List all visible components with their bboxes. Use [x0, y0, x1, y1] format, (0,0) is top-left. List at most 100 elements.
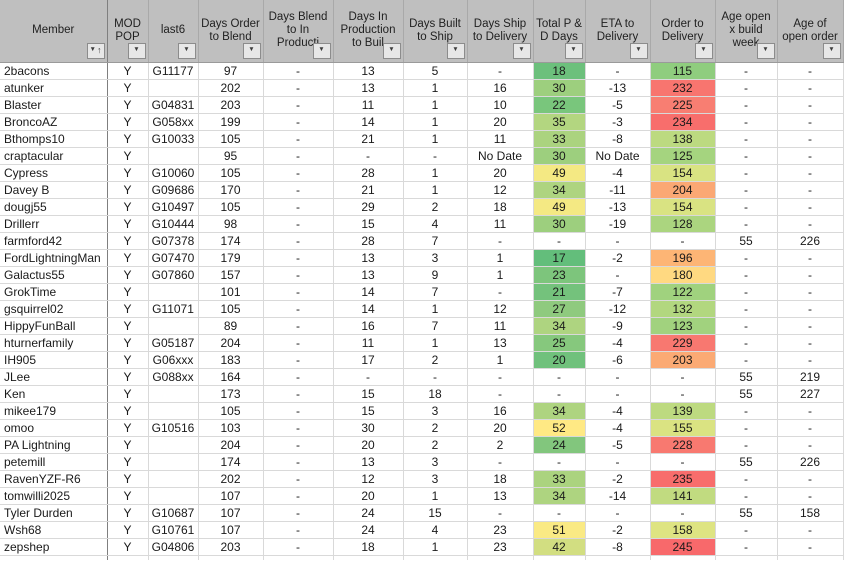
cell-order_to_delivery[interactable]: 235 [650, 470, 716, 488]
cell-member[interactable]: Blaster [0, 96, 108, 114]
cell-ship_to_delivery[interactable]: 20 [467, 113, 534, 131]
cell-eta_to_delivery[interactable]: -7 [585, 283, 651, 301]
cell-age_open_order[interactable]: - [777, 419, 844, 437]
cell-member[interactable]: BroncoAZ [0, 113, 108, 131]
cell-order_to_delivery[interactable]: 128 [650, 215, 716, 233]
cell-age_open_build_week[interactable]: - [715, 266, 778, 284]
cell-age_open_build_week[interactable]: - [715, 130, 778, 148]
cell-blend_to_in_production[interactable]: - [263, 96, 334, 114]
cell-age_open_order[interactable]: - [777, 487, 844, 505]
cell-order_to_blend[interactable]: 105 [198, 300, 264, 318]
cell-order_to_blend[interactable]: 204 [198, 436, 264, 454]
cell-last6[interactable]: G07470 [148, 249, 199, 267]
filter-dropdown-button-blend_to_in_production[interactable]: ▼ [312, 42, 331, 59]
cell-eta_to_delivery[interactable]: -9 [585, 317, 651, 335]
cell-member[interactable]: GrokTime [0, 283, 108, 301]
cell-age_open_build_week[interactable]: - [715, 334, 778, 352]
cell-age_open_order[interactable]: 219 [777, 368, 844, 386]
cell-last6[interactable]: G10516 [148, 419, 199, 437]
cell-blend_to_in_production[interactable]: - [263, 419, 334, 437]
cell-last6[interactable] [148, 436, 199, 454]
cell-total_pd_days[interactable]: - [533, 504, 586, 522]
cell-last6[interactable] [148, 453, 199, 471]
cell-ship_to_delivery[interactable]: 11 [467, 317, 534, 335]
cell-blend_to_in_production[interactable]: - [263, 164, 334, 182]
cell-ship_to_delivery[interactable]: 1 [467, 249, 534, 267]
cell-in_production_to_built[interactable]: 24 [333, 504, 404, 522]
cell-in_production_to_built[interactable]: 28 [333, 232, 404, 250]
cell-eta_to_delivery[interactable]: - [585, 368, 651, 386]
cell-ship_to_delivery[interactable]: 23 [467, 538, 534, 556]
cell-last6[interactable]: G10033 [148, 130, 199, 148]
filter-dropdown-button-in_production_to_built[interactable]: ▼ [382, 42, 401, 59]
cell-blend_to_in_production[interactable]: - [263, 521, 334, 539]
cell-total_pd_days[interactable]: 21 [533, 283, 586, 301]
cell-order_to_blend[interactable]: 202 [198, 79, 264, 97]
cell-member[interactable]: Wsh68 [0, 521, 108, 539]
cell-eta_to_delivery[interactable]: -4 [585, 419, 651, 437]
cell-member[interactable]: IH905 [0, 351, 108, 369]
cell-age_open_order[interactable]: - [777, 147, 844, 165]
filter-dropdown-button-order_to_delivery[interactable]: ▼ [694, 42, 713, 59]
cell-order_to_delivery[interactable]: - [650, 385, 716, 403]
cell-mod_pop[interactable]: Y [107, 198, 149, 216]
cell-order_to_blend[interactable]: 203 [198, 96, 264, 114]
cell-order_to_delivery[interactable]: 138 [650, 130, 716, 148]
cell-total_pd_days[interactable]: 17 [533, 249, 586, 267]
cell-in_production_to_built[interactable]: 17 [333, 351, 404, 369]
cell-member[interactable]: hturnerfamily [0, 334, 108, 352]
cell-in_production_to_built[interactable]: - [333, 368, 404, 386]
cell-in_production_to_built[interactable]: 18 [333, 538, 404, 556]
cell-ship_to_delivery[interactable]: 23 [467, 521, 534, 539]
cell-age_open_order[interactable]: 226 [777, 453, 844, 471]
cell-age_open_build_week[interactable]: - [715, 249, 778, 267]
cell-age_open_build_week[interactable]: - [715, 487, 778, 505]
cell-built_to_ship[interactable]: 3 [403, 249, 468, 267]
cell-in_production_to_built[interactable]: 14 [333, 113, 404, 131]
cell-mod_pop[interactable]: Y [107, 385, 149, 403]
cell-built_to_ship[interactable]: 1 [403, 164, 468, 182]
cell-mod_pop[interactable]: Y [107, 504, 149, 522]
cell-eta_to_delivery[interactable]: - [585, 385, 651, 403]
cell-total_pd_days[interactable]: 23 [533, 266, 586, 284]
cell-order_to_blend[interactable]: 98 [198, 215, 264, 233]
cell-empty[interactable] [148, 555, 199, 560]
cell-eta_to_delivery[interactable]: -6 [585, 351, 651, 369]
cell-age_open_order[interactable]: - [777, 113, 844, 131]
cell-blend_to_in_production[interactable]: - [263, 249, 334, 267]
cell-last6[interactable] [148, 470, 199, 488]
cell-member[interactable]: atunker [0, 79, 108, 97]
cell-order_to_delivery[interactable]: - [650, 453, 716, 471]
filter-dropdown-button-eta_to_delivery[interactable]: ▼ [629, 42, 648, 59]
cell-empty[interactable] [777, 555, 844, 560]
cell-mod_pop[interactable]: Y [107, 96, 149, 114]
cell-total_pd_days[interactable]: 30 [533, 79, 586, 97]
cell-last6[interactable]: G058xx [148, 113, 199, 131]
cell-total_pd_days[interactable]: 49 [533, 164, 586, 182]
cell-built_to_ship[interactable]: 1 [403, 334, 468, 352]
cell-last6[interactable]: G10761 [148, 521, 199, 539]
cell-blend_to_in_production[interactable]: - [263, 198, 334, 216]
cell-last6[interactable] [148, 79, 199, 97]
cell-mod_pop[interactable]: Y [107, 487, 149, 505]
cell-mod_pop[interactable]: Y [107, 249, 149, 267]
cell-age_open_build_week[interactable]: 55 [715, 453, 778, 471]
cell-in_production_to_built[interactable]: 16 [333, 317, 404, 335]
cell-empty[interactable] [198, 555, 264, 560]
cell-ship_to_delivery[interactable]: - [467, 232, 534, 250]
cell-age_open_build_week[interactable]: - [715, 470, 778, 488]
cell-mod_pop[interactable]: Y [107, 147, 149, 165]
cell-member[interactable]: Ken [0, 385, 108, 403]
cell-order_to_delivery[interactable]: - [650, 232, 716, 250]
cell-mod_pop[interactable]: Y [107, 470, 149, 488]
cell-in_production_to_built[interactable]: 15 [333, 385, 404, 403]
cell-last6[interactable]: G04806 [148, 538, 199, 556]
cell-age_open_build_week[interactable]: - [715, 351, 778, 369]
cell-blend_to_in_production[interactable]: - [263, 368, 334, 386]
cell-age_open_order[interactable]: - [777, 521, 844, 539]
cell-built_to_ship[interactable]: 1 [403, 79, 468, 97]
cell-empty[interactable] [263, 555, 334, 560]
cell-ship_to_delivery[interactable]: - [467, 453, 534, 471]
cell-built_to_ship[interactable]: 1 [403, 130, 468, 148]
cell-mod_pop[interactable]: Y [107, 300, 149, 318]
